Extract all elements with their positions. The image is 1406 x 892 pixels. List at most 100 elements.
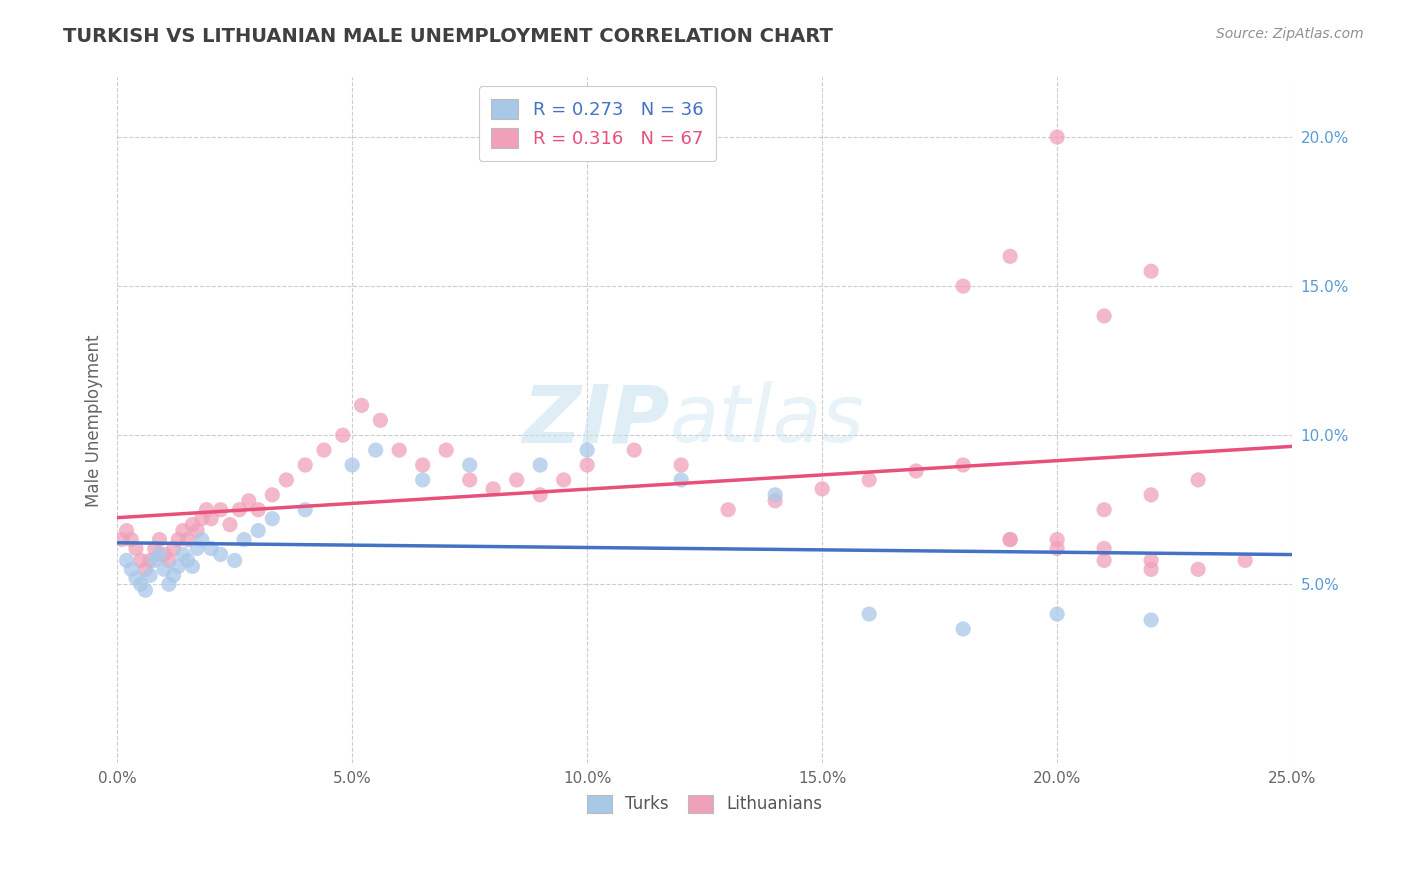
Point (998, 533, 1021, 547)
Point (952, 279, 974, 293)
Point (717, 502, 740, 516)
Point (153, 548, 176, 562)
Point (191, 533, 214, 547)
Point (505, 473, 527, 487)
Point (1046, 541, 1069, 556)
Text: Source: ZipAtlas.com: Source: ZipAtlas.com (1216, 27, 1364, 41)
Point (247, 524, 270, 538)
Point (247, 502, 270, 516)
Point (294, 458, 316, 472)
Point (120, 562, 142, 576)
Point (412, 458, 434, 472)
Point (669, 458, 692, 472)
Point (186, 541, 208, 556)
Point (294, 502, 316, 516)
Point (529, 488, 551, 502)
Point (998, 533, 1021, 547)
Point (276, 473, 298, 487)
Point (262, 488, 284, 502)
Point (148, 533, 170, 547)
Point (153, 562, 176, 576)
Point (576, 458, 599, 472)
Point (763, 488, 786, 502)
Point (434, 443, 457, 458)
Point (228, 502, 250, 516)
Point (1140, 264, 1163, 278)
Point (139, 568, 162, 582)
Point (1187, 562, 1209, 576)
Point (157, 553, 180, 567)
Point (157, 577, 180, 591)
Point (233, 533, 256, 547)
Point (1140, 562, 1163, 576)
Point (340, 458, 363, 472)
Point (191, 511, 214, 525)
Point (1046, 607, 1069, 621)
Point (139, 553, 162, 567)
Point (1092, 502, 1115, 516)
Point (143, 541, 166, 556)
Point (209, 548, 232, 562)
Point (1046, 533, 1069, 547)
Point (143, 553, 166, 567)
Point (858, 473, 880, 487)
Point (332, 428, 354, 442)
Point (181, 559, 204, 574)
Point (623, 443, 645, 458)
Point (811, 482, 834, 496)
Point (115, 524, 138, 538)
Point (176, 553, 198, 567)
Point (1140, 488, 1163, 502)
Point (669, 473, 692, 487)
Point (458, 473, 481, 487)
Text: TURKISH VS LITHUANIAN MALE UNEMPLOYMENT CORRELATION CHART: TURKISH VS LITHUANIAN MALE UNEMPLOYMENT … (63, 27, 834, 45)
Point (412, 473, 434, 487)
Point (1046, 130, 1069, 145)
Point (1140, 553, 1163, 567)
Legend: Turks, Lithuanians: Turks, Lithuanians (576, 785, 832, 823)
Point (529, 458, 551, 472)
Point (134, 583, 156, 598)
Point (120, 533, 142, 547)
Point (1092, 553, 1115, 567)
Point (125, 541, 148, 556)
Point (209, 502, 232, 516)
Point (195, 502, 218, 516)
Point (134, 562, 156, 576)
Point (998, 249, 1021, 263)
Point (1187, 473, 1209, 487)
Point (200, 541, 222, 556)
Point (350, 398, 373, 412)
Point (458, 458, 481, 472)
Point (200, 511, 222, 525)
Point (312, 443, 335, 458)
Point (952, 458, 974, 472)
Point (1092, 541, 1115, 556)
Point (129, 577, 152, 591)
Point (162, 568, 184, 582)
Point (858, 607, 880, 621)
Point (262, 511, 284, 525)
Point (148, 548, 170, 562)
Point (115, 553, 138, 567)
Text: atlas: atlas (669, 381, 865, 459)
Point (238, 493, 260, 508)
Text: ZIP: ZIP (522, 381, 669, 459)
Point (186, 524, 208, 538)
Point (219, 517, 242, 532)
Point (1092, 309, 1115, 323)
Point (181, 517, 204, 532)
Point (388, 443, 411, 458)
Point (125, 571, 148, 585)
Point (952, 622, 974, 636)
Point (167, 533, 190, 547)
Point (167, 559, 190, 574)
Point (176, 533, 198, 547)
Y-axis label: Male Unemployment: Male Unemployment (86, 334, 103, 507)
Point (162, 541, 184, 556)
Point (553, 473, 575, 487)
Point (370, 413, 392, 427)
Point (1140, 613, 1163, 627)
Point (129, 553, 152, 567)
Point (172, 548, 194, 562)
